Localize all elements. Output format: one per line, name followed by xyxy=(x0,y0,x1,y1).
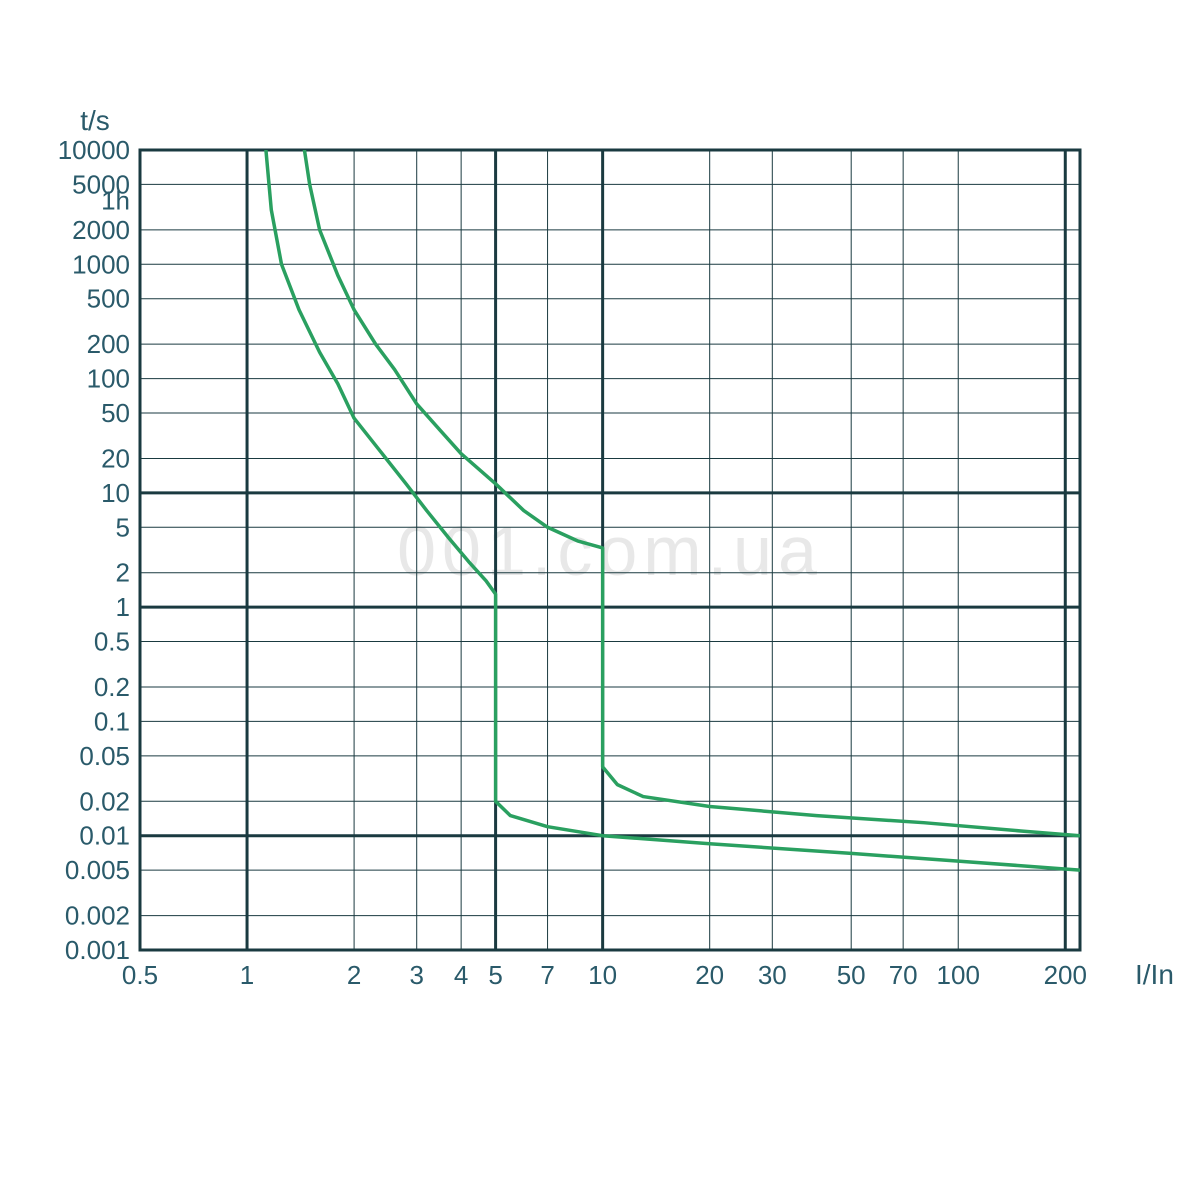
x-tick-label: 50 xyxy=(837,960,866,990)
x-tick-label: 4 xyxy=(454,960,468,990)
y-axis-title: t/s xyxy=(80,105,110,136)
y-tick-label: 50 xyxy=(101,398,130,428)
y-tick-label: 20 xyxy=(101,443,130,473)
x-tick-label: 3 xyxy=(409,960,423,990)
y-tick-label: 0.1 xyxy=(94,706,130,736)
x-tick-label: 7 xyxy=(540,960,554,990)
y-tick-label: 0.2 xyxy=(94,672,130,702)
y-tick-label: 100 xyxy=(87,364,130,394)
x-tick-label: 2 xyxy=(347,960,361,990)
x-tick-label: 5 xyxy=(488,960,502,990)
y-tick-label: 0.5 xyxy=(94,627,130,657)
y-tick-label: 0.005 xyxy=(65,855,130,885)
y-tick-label: 0.002 xyxy=(65,901,130,931)
y-tick-label: 1000 xyxy=(72,249,130,279)
x-tick-label: 70 xyxy=(889,960,918,990)
y-tick-label: 10 xyxy=(101,478,130,508)
y-tick-label: 2000 xyxy=(72,215,130,245)
y-tick-label: 2 xyxy=(116,558,130,588)
x-tick-label: 30 xyxy=(758,960,787,990)
x-tick-label: 20 xyxy=(695,960,724,990)
y-tick-label: 200 xyxy=(87,329,130,359)
y-tick-label: 0.01 xyxy=(79,821,130,851)
y-tick-label: 1 xyxy=(116,592,130,622)
y-tick-label: 5 xyxy=(116,512,130,542)
x-tick-label: 10 xyxy=(588,960,617,990)
y-tick-label: 10000 xyxy=(58,135,130,165)
y-extra-label-1h: 1h xyxy=(101,186,130,216)
x-tick-label: 100 xyxy=(937,960,980,990)
y-tick-label: 0.02 xyxy=(79,786,130,816)
x-tick-label: 1 xyxy=(240,960,254,990)
y-tick-label: 0.001 xyxy=(65,935,130,965)
x-tick-label: 200 xyxy=(1044,960,1087,990)
x-axis-title: I/In xyxy=(1135,959,1174,990)
y-tick-label: 500 xyxy=(87,284,130,314)
y-tick-label: 0.05 xyxy=(79,741,130,771)
trip-curve-chart: 001.com.ua0.512345710203050701002000.001… xyxy=(0,0,1200,1200)
